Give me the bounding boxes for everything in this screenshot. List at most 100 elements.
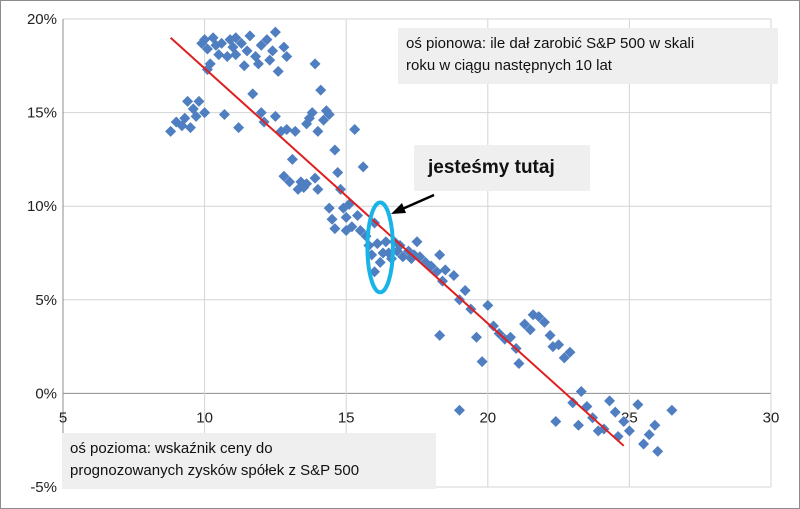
data-point xyxy=(233,122,245,134)
data-point xyxy=(269,110,281,122)
data-point xyxy=(558,352,570,364)
data-point xyxy=(286,153,298,165)
data-point xyxy=(309,58,321,70)
data-point xyxy=(255,107,267,119)
data-point xyxy=(575,386,587,398)
data-point xyxy=(306,107,318,119)
data-point xyxy=(448,269,460,281)
pointer-arrow xyxy=(391,193,435,214)
data-point xyxy=(453,404,465,416)
data-point xyxy=(255,39,267,51)
data-point xyxy=(352,210,364,222)
data-point xyxy=(544,329,556,341)
data-point xyxy=(218,108,230,120)
data-point xyxy=(190,110,202,122)
data-point xyxy=(329,144,341,156)
data-point xyxy=(199,34,211,46)
data-point xyxy=(340,211,352,223)
data-point xyxy=(326,213,338,225)
data-point xyxy=(411,236,423,248)
y-tick-label: 15% xyxy=(27,105,57,122)
x-tick-label: 5 xyxy=(59,409,67,426)
data-point xyxy=(323,108,335,120)
data-point xyxy=(357,161,369,173)
x-axis-note-line2: prognozowanych zysków spółek z S&P 500 xyxy=(70,462,360,479)
data-point xyxy=(182,95,194,107)
data-point xyxy=(609,406,621,418)
data-point xyxy=(264,54,276,66)
y-tick-label: 20% xyxy=(27,11,57,28)
data-point xyxy=(604,395,616,407)
trend-line xyxy=(169,36,625,447)
data-point xyxy=(354,225,366,237)
data-point xyxy=(199,107,211,119)
data-point xyxy=(459,284,471,296)
data-point xyxy=(312,183,324,195)
data-point xyxy=(281,123,293,135)
data-point xyxy=(374,256,386,268)
data-point xyxy=(649,419,661,431)
x-tick-label: 10 xyxy=(196,409,213,426)
data-point xyxy=(272,65,284,77)
data-point xyxy=(439,264,451,276)
y-tick-label: 5% xyxy=(35,292,57,309)
data-point xyxy=(652,445,664,457)
data-point xyxy=(618,415,630,427)
data-point xyxy=(538,316,550,328)
data-point xyxy=(261,34,273,46)
data-point xyxy=(524,324,536,336)
data-point xyxy=(165,125,177,137)
data-point xyxy=(371,238,383,250)
y-tick-label: 10% xyxy=(27,198,57,215)
data-point xyxy=(323,202,335,214)
data-point xyxy=(301,178,313,190)
data-point xyxy=(221,50,233,62)
data-point xyxy=(519,318,531,330)
data-point xyxy=(638,438,650,450)
data-point xyxy=(201,43,213,55)
data-point xyxy=(179,112,191,124)
current-position-ellipse xyxy=(365,200,395,295)
data-point xyxy=(238,60,250,72)
data-point xyxy=(269,26,281,38)
y-axis-note-line2: roku w ciągu następnych 10 lat xyxy=(406,57,612,74)
data-point xyxy=(332,167,344,179)
data-point xyxy=(377,247,389,259)
data-point xyxy=(284,176,296,188)
data-point xyxy=(315,84,327,96)
data-point xyxy=(623,425,635,437)
data-point xyxy=(564,346,576,358)
data-point xyxy=(346,221,358,233)
data-point xyxy=(513,357,525,369)
data-point xyxy=(476,356,488,368)
data-point xyxy=(267,45,279,57)
data-point xyxy=(230,49,242,61)
y-tick-label: -5% xyxy=(30,479,57,496)
data-point xyxy=(193,95,205,107)
x-tick-labels: 5 10 15 20 25 30 xyxy=(59,409,780,426)
data-point xyxy=(453,294,465,306)
data-point xyxy=(482,299,494,311)
data-point xyxy=(434,329,446,341)
data-point xyxy=(278,41,290,53)
data-point xyxy=(329,223,341,235)
y-tick-label: 0% xyxy=(35,385,57,402)
data-point xyxy=(241,45,253,57)
data-point xyxy=(281,50,293,62)
y-tick-labels: -5% 0% 5% 10% 15% 20% xyxy=(27,11,57,496)
data-point xyxy=(553,339,565,351)
data-point xyxy=(252,58,264,70)
data-point xyxy=(216,37,228,49)
data-point xyxy=(470,331,482,343)
data-point xyxy=(380,236,392,248)
data-point xyxy=(289,125,301,137)
data-point xyxy=(235,37,247,49)
data-point xyxy=(318,114,330,126)
x-axis-note: oś pozioma: wskaźnik ceny do prognozowan… xyxy=(62,433,436,489)
x-tick-label: 20 xyxy=(479,409,496,426)
data-point xyxy=(349,123,361,135)
y-axis-note: oś pionowa: ile dał zarobić S&P 500 w sk… xyxy=(398,28,778,84)
current-position-label: jesteśmy tutaj xyxy=(414,145,590,191)
data-point xyxy=(567,397,579,409)
